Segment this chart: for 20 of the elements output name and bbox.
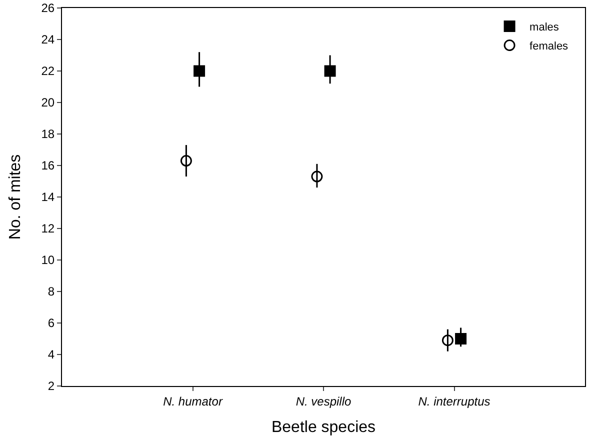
y-tick-label: 10 (41, 253, 55, 268)
y-tick-label: 22 (41, 64, 55, 78)
x-tick-label: N. interruptus (418, 394, 490, 408)
y-tick-label: 6 (48, 316, 55, 330)
y-tick-label: 14 (41, 190, 55, 204)
y-tick-label: 18 (41, 127, 55, 142)
y-tick-label: 16 (41, 158, 55, 173)
y-tick-label: 24 (41, 32, 55, 47)
y-axis-title: No. of mites (7, 154, 24, 240)
y-tick-label: 8 (48, 284, 55, 299)
legend-label: females (530, 40, 569, 53)
y-tick-label: 2 (48, 379, 55, 394)
x-axis-title: Beetle species (271, 419, 376, 436)
x-tick-label: N. vespillo (296, 394, 352, 408)
y-tick-label: 12 (41, 222, 55, 236)
y-tick-label: 4 (48, 348, 55, 362)
legend-label: males (530, 22, 560, 34)
y-tick-label: 26 (41, 1, 55, 16)
y-tick-label: 20 (41, 96, 55, 110)
x-tick-label: N. humator (163, 394, 224, 408)
